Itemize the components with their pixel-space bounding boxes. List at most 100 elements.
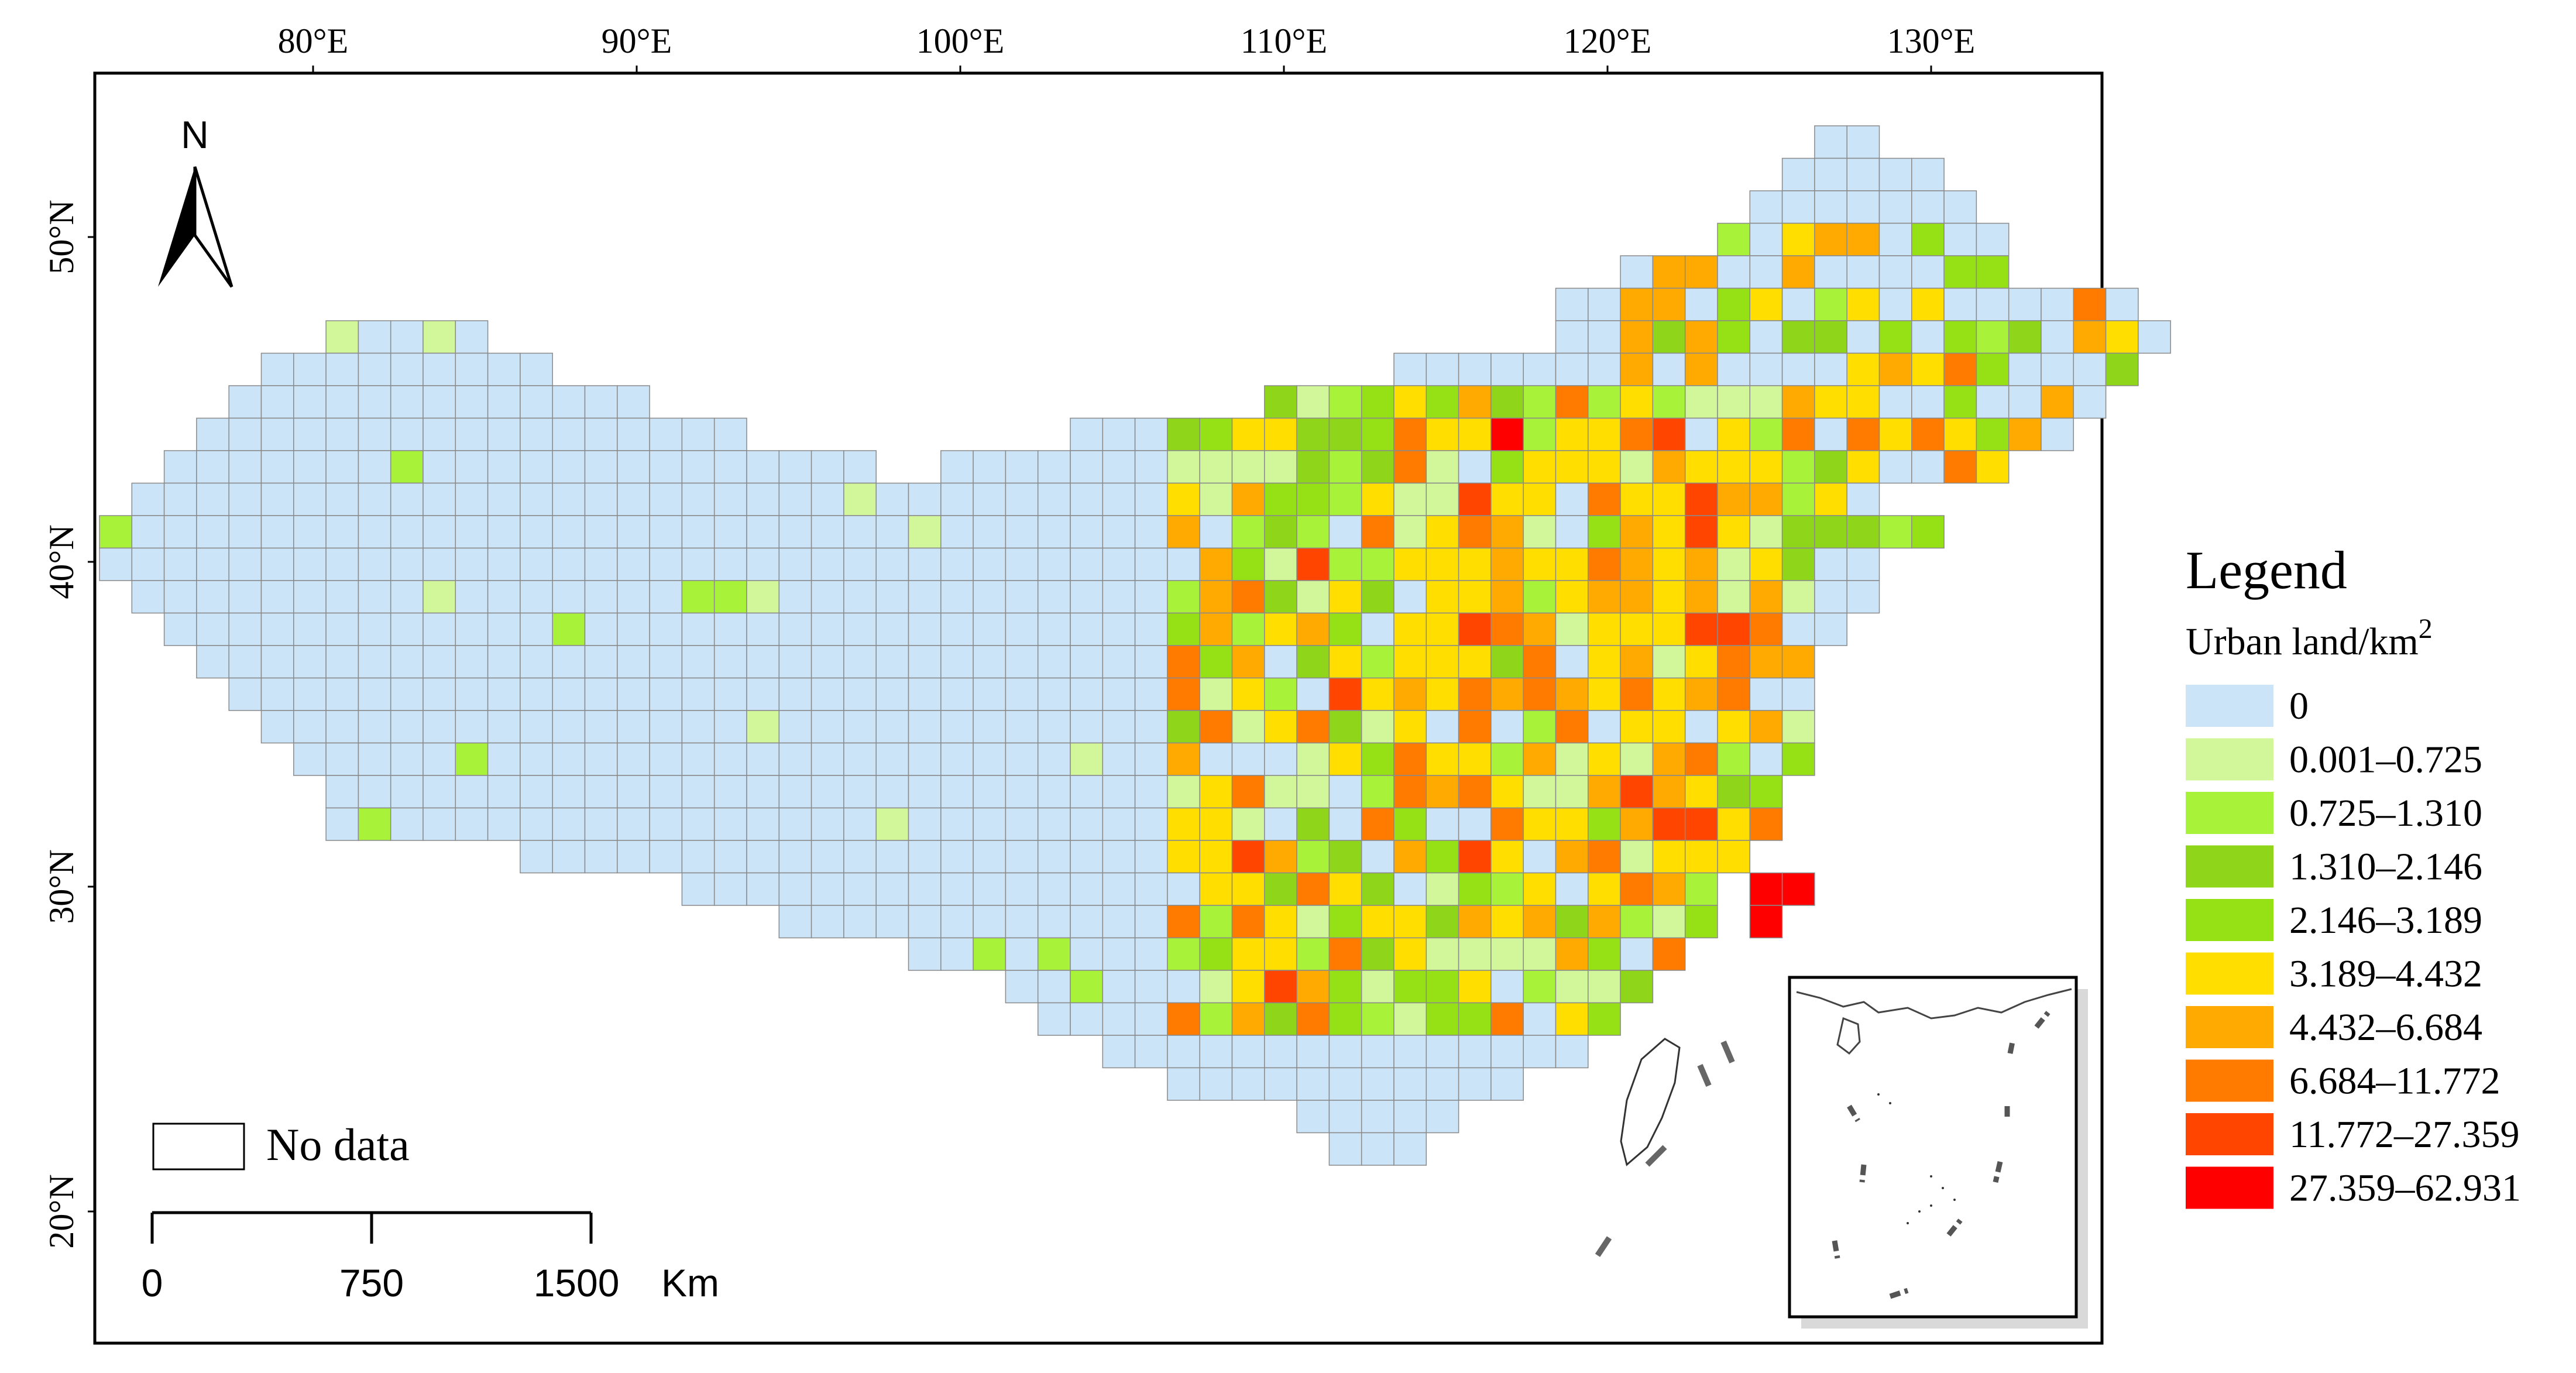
grid-cell bbox=[1523, 1035, 1557, 1069]
grid-cell bbox=[1911, 515, 1945, 549]
grid-cell bbox=[1684, 255, 1718, 289]
grid-cell bbox=[1102, 417, 1136, 451]
grid-cell bbox=[1458, 352, 1492, 386]
grid-cell bbox=[1717, 547, 1751, 581]
grid-cell bbox=[552, 417, 586, 451]
grid-cell bbox=[1555, 287, 1589, 321]
grid-cell bbox=[520, 742, 553, 776]
grid-cell bbox=[1490, 352, 1524, 386]
grid-cell bbox=[1523, 905, 1557, 939]
grid-cell bbox=[1167, 515, 1200, 549]
grid-cell bbox=[875, 515, 909, 549]
grid-cell bbox=[746, 710, 780, 744]
grid-cell bbox=[1555, 905, 1589, 939]
grid-cell bbox=[810, 807, 844, 841]
grid-cell bbox=[325, 677, 359, 711]
grid-cell bbox=[1976, 385, 2010, 419]
grid-cell bbox=[584, 677, 618, 711]
grid-cell bbox=[1296, 677, 1330, 711]
grid-cell bbox=[1588, 385, 1621, 419]
grid-cell bbox=[487, 612, 521, 646]
grid-cell bbox=[1652, 742, 1686, 776]
grid-cell bbox=[875, 905, 909, 939]
grid-cell bbox=[1684, 710, 1718, 744]
grid-cell bbox=[584, 807, 618, 841]
grid-cell bbox=[260, 515, 294, 549]
grid-cell bbox=[778, 612, 812, 646]
grid-cell bbox=[1037, 807, 1071, 841]
grid-cell bbox=[1070, 970, 1104, 1004]
grid-cell bbox=[584, 742, 618, 776]
grid-cell bbox=[1555, 320, 1589, 354]
grid-cell bbox=[1328, 547, 1362, 581]
grid-cell bbox=[293, 482, 327, 516]
grid-cell bbox=[1393, 1067, 1427, 1101]
grid-cell bbox=[196, 612, 229, 646]
grid-cell bbox=[260, 417, 294, 451]
grid-cell bbox=[390, 417, 424, 451]
longitude-label: 100°E bbox=[916, 22, 1005, 60]
grid-cell bbox=[1393, 775, 1427, 809]
grid-cell bbox=[1878, 515, 1912, 549]
grid-cell bbox=[1652, 807, 1686, 841]
grid-cell bbox=[875, 807, 909, 841]
grid-cell bbox=[1555, 450, 1589, 484]
grid-cell bbox=[746, 872, 780, 906]
grid-cell bbox=[681, 482, 715, 516]
grid-cell bbox=[681, 677, 715, 711]
grid-cell bbox=[1134, 1035, 1168, 1069]
grid-cell bbox=[1620, 840, 1654, 874]
legend-swatch bbox=[2186, 792, 2273, 834]
grid-cell bbox=[713, 872, 747, 906]
grid-cell bbox=[778, 872, 812, 906]
grid-cell bbox=[1167, 775, 1200, 809]
grid-cell bbox=[843, 872, 877, 906]
grid-cell bbox=[1005, 742, 1039, 776]
grid-cell bbox=[1717, 482, 1751, 516]
longitude-label: 80°E bbox=[278, 22, 349, 60]
grid-cell bbox=[1652, 645, 1686, 679]
grid-cell bbox=[713, 612, 747, 646]
grid-cell bbox=[1005, 482, 1039, 516]
grid-cell bbox=[1393, 872, 1427, 906]
grid-cell bbox=[584, 775, 618, 809]
grid-cell bbox=[552, 580, 586, 614]
grid-cell bbox=[1264, 385, 1297, 419]
grid-cell bbox=[455, 807, 489, 841]
grid-cell bbox=[1102, 1035, 1136, 1069]
grid-cell bbox=[1717, 742, 1751, 776]
grid-cell bbox=[1684, 612, 1718, 646]
grid-cell bbox=[713, 482, 747, 516]
grid-cell bbox=[875, 775, 909, 809]
grid-cell bbox=[325, 645, 359, 679]
grid-cell bbox=[552, 807, 586, 841]
grid-cell bbox=[2008, 320, 2042, 354]
grid-cell bbox=[1717, 320, 1751, 354]
grid-cell bbox=[1361, 612, 1395, 646]
legend-class-label: 4.432–6.684 bbox=[2289, 1006, 2482, 1049]
grid-cell bbox=[1199, 970, 1233, 1004]
grid-cell bbox=[1037, 710, 1071, 744]
grid-cell bbox=[1490, 417, 1524, 451]
grid-cell bbox=[713, 677, 747, 711]
grid-cell bbox=[1620, 710, 1654, 744]
grid-cell bbox=[1976, 255, 2010, 289]
grid-cell bbox=[487, 417, 521, 451]
grid-cell bbox=[617, 417, 650, 451]
grid-cell bbox=[423, 580, 456, 614]
grid-cell bbox=[1458, 1067, 1492, 1101]
grid-cell bbox=[940, 547, 974, 581]
grid-cell bbox=[1361, 710, 1395, 744]
grid-cell bbox=[1328, 905, 1362, 939]
grid-cell bbox=[940, 450, 974, 484]
grid-cell bbox=[713, 840, 747, 874]
grid-cell bbox=[358, 320, 391, 354]
grid-cell bbox=[1620, 417, 1654, 451]
grid-cell bbox=[1878, 287, 1912, 321]
grid-cell bbox=[1878, 222, 1912, 256]
grid-cell bbox=[713, 515, 747, 549]
grid-cell bbox=[520, 482, 553, 516]
grid-cell bbox=[746, 807, 780, 841]
grid-cell bbox=[1393, 742, 1427, 776]
grid-cell bbox=[1296, 905, 1330, 939]
